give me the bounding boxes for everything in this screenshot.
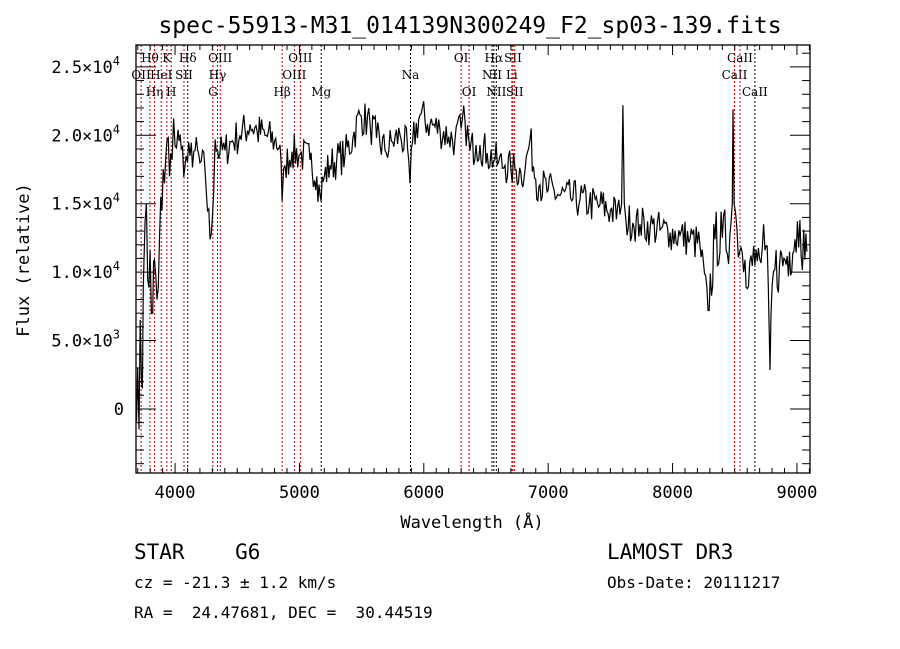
y-tick-label: 2.0×104 bbox=[51, 122, 120, 146]
x-axis-label: Wavelength (Å) bbox=[400, 511, 543, 533]
marker-label: OIII bbox=[288, 51, 312, 65]
y-tick-mantissa: 5.0×10 bbox=[51, 332, 112, 352]
x-tick-label: 7000 bbox=[528, 483, 569, 503]
marker-label: OI bbox=[454, 51, 469, 65]
y-tick-exponent: 3 bbox=[113, 328, 120, 342]
marker-label: HeI bbox=[150, 68, 173, 82]
y-axis-label: Flux (relative) bbox=[14, 183, 34, 337]
marker-label: H bbox=[166, 85, 176, 99]
x-tick-label: 5000 bbox=[279, 483, 320, 503]
x-tick-label: 8000 bbox=[652, 483, 693, 503]
marker-label: CaII bbox=[727, 51, 753, 65]
marker-label: SII bbox=[175, 68, 193, 82]
chart-title: spec-55913-M31_014139N300249_F2_sp03-139… bbox=[158, 13, 781, 39]
y-tick-exponent: 4 bbox=[113, 122, 120, 136]
marker-label: Na bbox=[402, 68, 420, 82]
marker-label: OIII bbox=[282, 68, 306, 82]
marker-label: CaII bbox=[742, 85, 768, 99]
y-tick-exponent: 4 bbox=[113, 259, 120, 273]
marker-label: SII bbox=[504, 51, 522, 65]
line-markers: OIIHθHηHeIKHSIIHδGHγOIIIHβOIIIOIIIMgNaOI… bbox=[131, 45, 768, 473]
plot-frame bbox=[135, 44, 811, 474]
marker-label: Li bbox=[506, 68, 518, 82]
redshift-cz: cz = -21.3 ± 1.2 km/s bbox=[134, 573, 337, 592]
object-class: STAR G6 bbox=[134, 540, 261, 564]
marker-label: OIII bbox=[208, 51, 232, 65]
y-tick-exponent: 4 bbox=[113, 191, 120, 205]
y-tick-mantissa: 1.0×10 bbox=[51, 263, 112, 283]
marker-label: G bbox=[208, 85, 218, 99]
y-tick-mantissa: 1.5×10 bbox=[51, 195, 112, 215]
x-tick-label: 6000 bbox=[403, 483, 444, 503]
marker-label: K bbox=[162, 51, 172, 65]
ra-dec: RA = 24.47681, DEC = 30.44519 bbox=[134, 603, 433, 622]
y-tick-label: 2.5×104 bbox=[51, 54, 120, 78]
y-tick-mantissa: 2.5×10 bbox=[51, 58, 112, 78]
axes: 4000 5000 6000 7000 8000 900005.0×1031.0×1041… bbox=[51, 44, 817, 503]
y-tick-label: 5.0×103 bbox=[51, 328, 120, 352]
marker-label: Mg bbox=[311, 85, 331, 99]
survey-name: LAMOST DR3 bbox=[607, 540, 734, 564]
spectrum-line bbox=[135, 101, 808, 430]
marker-label: Hβ bbox=[273, 85, 290, 99]
marker-label: OII bbox=[131, 68, 151, 82]
marker-label: NII bbox=[482, 68, 502, 82]
x-tick-label: 9000 bbox=[776, 483, 817, 503]
marker-label: Hδ bbox=[179, 51, 197, 65]
marker-label: Hα bbox=[485, 51, 504, 65]
spectrum-series bbox=[135, 101, 808, 430]
obs-date: Obs-Date: 20111217 bbox=[607, 573, 781, 592]
marker-label: Hγ bbox=[209, 68, 227, 82]
y-tick-exponent: 4 bbox=[113, 54, 120, 68]
marker-label: OI bbox=[462, 85, 477, 99]
marker-label: CaII bbox=[722, 68, 748, 82]
marker-label: SII bbox=[506, 85, 524, 99]
y-tick-label: 1.5×104 bbox=[51, 191, 120, 215]
y-tick-mantissa: 2.0×10 bbox=[51, 126, 112, 146]
marker-label: Hη bbox=[146, 85, 164, 99]
y-tick-label: 1.0×104 bbox=[51, 259, 120, 283]
y-tick-mantissa: 0 bbox=[114, 400, 124, 420]
marker-label: NII bbox=[486, 85, 506, 99]
y-tick-label: 0 bbox=[114, 400, 124, 420]
x-tick-label: 4000 bbox=[155, 483, 196, 503]
